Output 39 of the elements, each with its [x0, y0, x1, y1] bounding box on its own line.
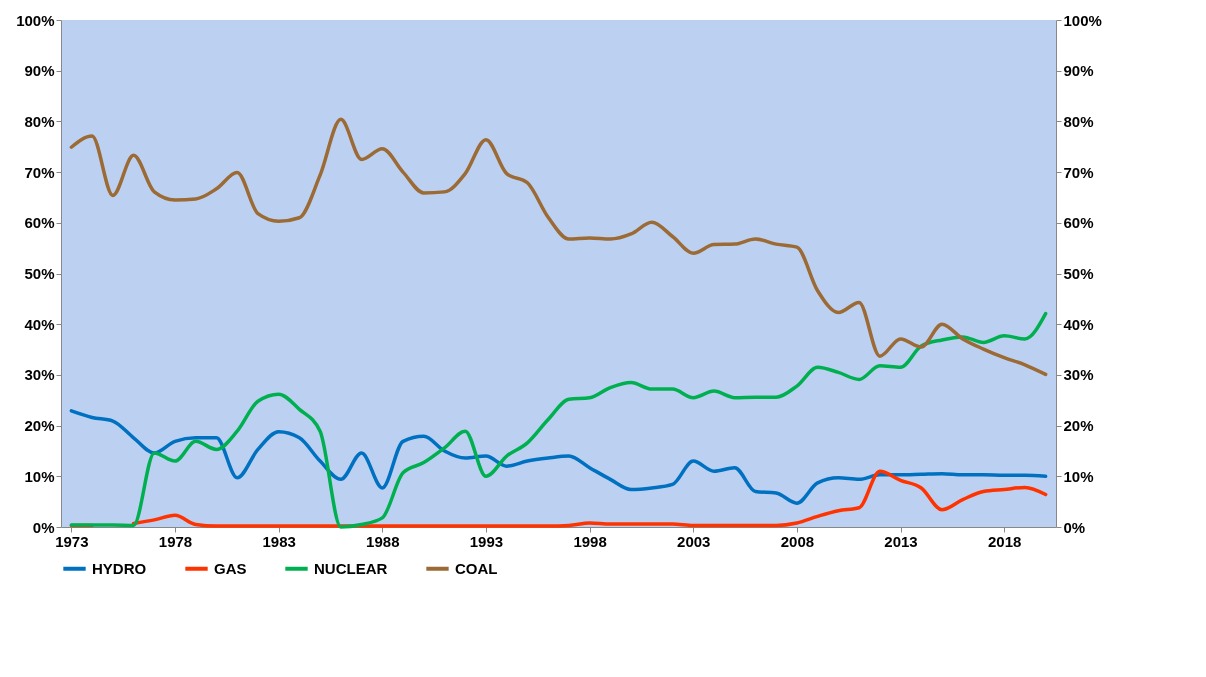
y-tick-label: 70%	[24, 163, 55, 181]
y2-tick-label: 80%	[1063, 112, 1094, 130]
line-series	[69, 311, 1048, 529]
y2-tick-label: 30%	[1063, 366, 1094, 384]
x-tick-label: 1988	[366, 532, 400, 550]
legend-label: NUCLEAR	[314, 559, 388, 577]
x-tick-label: 1993	[469, 532, 504, 550]
legend-label: COAL	[455, 559, 498, 577]
y2-tick-label: 20%	[1063, 417, 1094, 435]
y-tick-label: 80%	[24, 112, 55, 130]
x-tick-label: 1983	[262, 532, 296, 550]
y-tick-label: 0%	[32, 518, 55, 536]
x-tick-label: 1978	[158, 532, 193, 550]
y-tick-label: 10%	[24, 467, 55, 485]
y2-tick-label: 60%	[1063, 214, 1094, 232]
y-tick-label: 20%	[24, 417, 55, 435]
y2-tick-label: 90%	[1063, 62, 1094, 80]
y2-tick-label: 70%	[1063, 163, 1094, 181]
legend-label: HYDRO	[92, 559, 147, 577]
y2-tick-label: 40%	[1063, 315, 1094, 333]
line-series	[69, 409, 1048, 505]
y2-tick-label: 0%	[1063, 518, 1086, 536]
x-tick-label: 2008	[780, 532, 815, 550]
x-tick-label: 2013	[884, 532, 918, 550]
legend-label: GAS	[214, 559, 247, 577]
y2-tick-label: 50%	[1063, 265, 1094, 282]
y2-tick-label: 10%	[1063, 467, 1094, 485]
line-series	[69, 117, 1048, 377]
y2-tick-label: 100%	[1063, 11, 1102, 29]
x-tick-label: 1973	[55, 532, 89, 550]
y-tick-label: 40%	[24, 315, 55, 333]
x-tick-label: 2003	[677, 532, 711, 550]
y-tick-label: 90%	[24, 62, 55, 80]
y-tick-label: 100%	[16, 11, 55, 29]
x-tick-label: 1998	[573, 532, 607, 550]
y-tick-label: 50%	[24, 265, 55, 282]
y-tick-label: 60%	[24, 214, 55, 232]
x-tick-label: 2018	[987, 532, 1022, 550]
y-tick-label: 30%	[24, 366, 55, 384]
